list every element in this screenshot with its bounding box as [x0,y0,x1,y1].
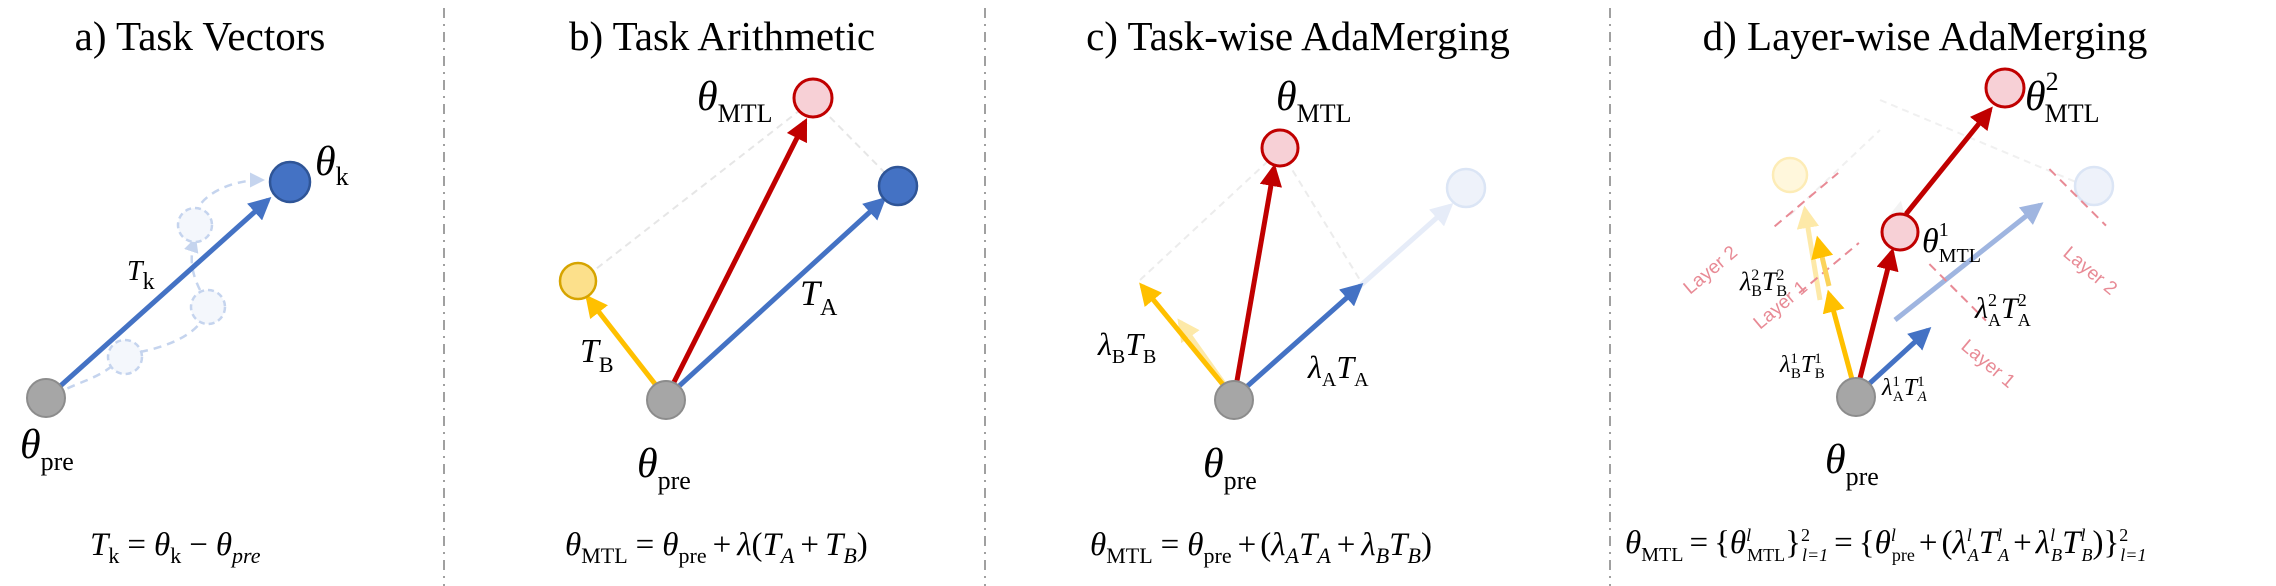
svg-text:θpre: θpre [20,422,74,476]
layer1-merged-node [1882,214,1918,250]
label-theta-mtl: θ [697,74,718,120]
panel-task-arithmetic: b) Task Arithmetic θMTL TA TB θpre θMTL =… [560,13,917,568]
layer2-merged-arrow [1906,110,1990,214]
intermediate-point [191,290,225,324]
layer2-label-right: Layer 2 [2059,243,2121,300]
faded-layer2-b-arrow [1805,210,1820,300]
task-b-node [560,263,596,299]
label-lambda2B-T2B: λ [1739,267,1751,296]
label-theta-pre: θ [637,441,658,487]
layer1-label-right: Layer 1 [1957,336,2019,393]
faded-task-a-node [1447,169,1485,207]
svg-text:θpre: θpre [1825,437,1879,491]
pretrained-node [647,381,685,419]
finetuned-node [270,162,310,202]
panel-a-title: a) Task Vectors [75,13,326,59]
task-vector-b-arrow [588,298,666,398]
label-theta-pre: θ [1825,437,1846,483]
merged-node [794,79,832,117]
svg-text:Tk: Tk [127,256,155,295]
label-theta-pre: θ [1203,441,1224,487]
panel-d-title: d) Layer-wise AdaMerging [1703,13,2148,59]
panel-task-vectors: a) Task Vectors Tk θk θpre Tk = θk − θpre [20,13,349,568]
label-theta-k: θ [315,139,336,185]
merged-vector-arrow [666,122,805,398]
merged-vector-arrow [1234,168,1274,398]
panel-c-title: c) Task-wise AdaMerging [1086,13,1510,59]
svg-text:θpre: θpre [637,441,691,495]
pretrained-node [27,379,65,417]
label-lambda2A-T2A: λ [1974,292,1988,325]
faded-task-a-node [2075,167,2113,205]
panel-c-formula: θMTL = θpre + (λATA + λBTB) [1090,527,1432,568]
layer2-label-left: Layer 2 [1680,242,1742,299]
panel-task-wise-adamerging: c) Task-wise AdaMerging θMTL λBTB λATA θ… [1086,13,1510,568]
panel-a-formula: Tk = θk − θpre [90,527,261,568]
panel-b-formula: θMTL = θpre + λ(TA + TB) [565,527,868,568]
panel-d-formula: θMTL = {θl MTL}2 l=1 = {θl pre + (λl ATl A + λl BTl B)}… [1625,525,2146,566]
svg-text:λATA: λATA [1307,349,1369,391]
label-theta-mtl: θ [1276,74,1297,120]
faded-task-b-node [1773,158,1807,192]
pretrained-node [1215,381,1253,419]
label-lambda-B-TB: λ [1097,326,1112,362]
svg-text:λBTB: λBTB [1097,326,1156,368]
label-theta-mtl-1: θ [1922,223,1939,260]
label-theta-pre: θ [20,422,41,468]
svg-text:TB: TB [580,333,614,377]
task-vector-arrow [48,200,268,397]
intermediate-point [178,208,212,242]
svg-text:θk: θk [315,139,349,191]
layer2-b-arrow [1818,240,1829,286]
svg-text:θpre: θpre [1203,441,1257,495]
panel-b-title: b) Task Arithmetic [569,13,875,59]
label-theta-mtl-2: θ [2025,74,2046,120]
label-lambda1B-T1B: λ [1779,352,1790,378]
merged-node [1262,130,1298,166]
panel-layer-wise-adamerging: d) Layer-wise AdaMerging Layer 1 Layer 2… [1625,13,2147,566]
task-a-node [879,167,917,205]
label-TB: T [580,333,601,370]
intermediate-point [108,340,142,374]
label-lambda1A-T1A: λ [1881,375,1892,401]
svg-text:θMTL: θMTL [1276,74,1352,128]
scaled-task-b-arrow [1142,286,1234,398]
svg-text:θMTL: θMTL [697,74,773,128]
label-lambda-A-TA: λ [1307,349,1322,385]
pretrained-node [1837,378,1875,416]
svg-text:TA: TA [800,273,838,321]
task-vector-a-arrow [666,200,883,398]
layer1-merged-arrow [1856,252,1892,394]
layer2-merged-node [1986,69,2024,107]
